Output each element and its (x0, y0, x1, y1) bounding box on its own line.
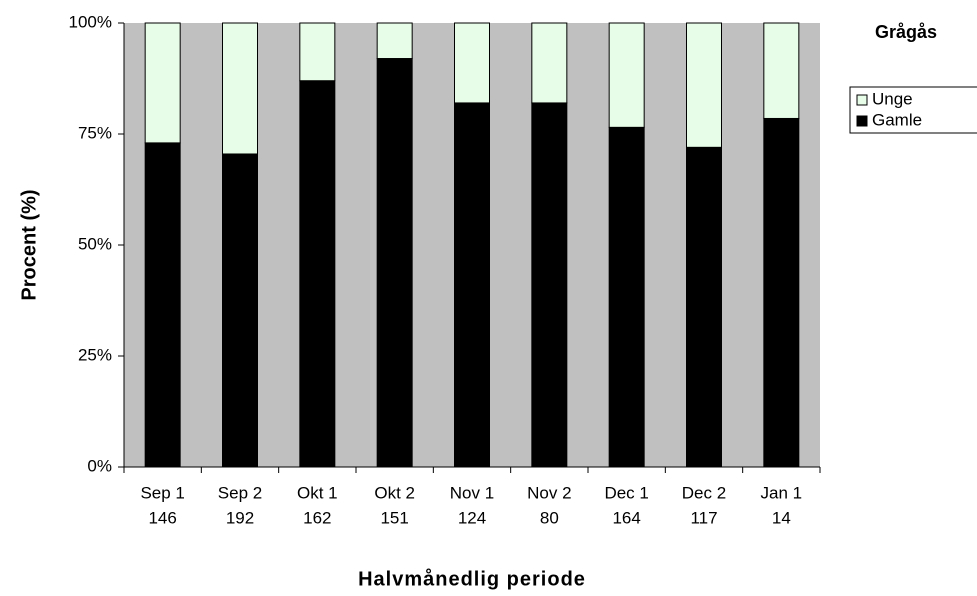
bar-segment (376, 58, 413, 468)
bar-segment (531, 22, 568, 104)
x-tick-label: Okt 1 (297, 483, 338, 502)
bar-segment (299, 80, 336, 468)
legend-label: Gamle (872, 110, 922, 129)
legend-swatch (856, 94, 868, 106)
sample-size-label: 151 (380, 508, 408, 527)
x-tick-label: Dec 2 (682, 483, 726, 502)
x-tick-label: Okt 2 (374, 483, 415, 502)
bar-segment (763, 117, 800, 468)
x-tick-label: Nov 1 (450, 483, 494, 502)
x-tick-label: Sep 2 (218, 483, 262, 502)
y-tick-label: 50% (78, 234, 112, 253)
x-tick-label: Nov 2 (527, 483, 571, 502)
x-tick-label: Jan 1 (761, 483, 803, 502)
y-tick-label: 0% (87, 456, 112, 475)
sample-size-label: 14 (772, 508, 791, 527)
x-axis-label: Halvmånedlig periode (358, 567, 586, 590)
bar-segment (454, 22, 490, 104)
bar-segment (376, 22, 413, 60)
bar-segment (531, 102, 568, 468)
bar-segment (686, 146, 722, 468)
bar-segment (222, 153, 258, 468)
sample-size-label: 146 (148, 508, 176, 527)
bar-segment (144, 22, 181, 144)
sample-size-label: 117 (690, 508, 717, 527)
x-tick-label: Sep 1 (140, 483, 184, 502)
sample-size-label: 80 (540, 508, 559, 527)
bar-segment (608, 126, 645, 468)
y-tick-label: 25% (78, 345, 112, 364)
bar-segment (763, 22, 800, 119)
legend-swatch (856, 115, 868, 127)
legend-label: Unge (872, 89, 913, 108)
y-tick-label: 75% (78, 123, 112, 142)
bar-segment (144, 142, 181, 468)
y-tick-label: 100% (69, 12, 112, 31)
sample-size-label: 192 (226, 508, 254, 527)
bar-segment (686, 22, 722, 148)
chart-title: Grågås (875, 22, 937, 42)
y-axis-label: Procent (%) (18, 189, 40, 300)
legend-box (849, 86, 977, 134)
bar-segment (222, 22, 258, 155)
bar-segment (454, 102, 490, 468)
x-tick-label: Dec 1 (604, 483, 648, 502)
sample-size-label: 162 (303, 508, 331, 527)
bar-segment (608, 22, 645, 128)
bar-segment (299, 22, 336, 82)
sample-size-label: 124 (458, 508, 486, 527)
sample-size-label: 164 (612, 508, 640, 527)
